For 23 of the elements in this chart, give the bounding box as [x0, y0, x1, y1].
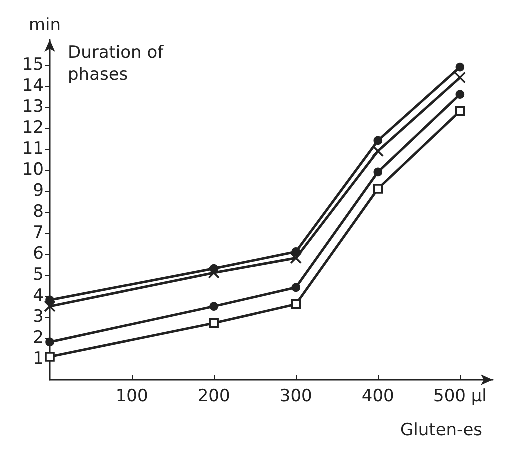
y-tick-label: 12	[22, 118, 44, 138]
y-tick-label: 8	[33, 202, 44, 222]
y-tick-label: 7	[33, 223, 44, 244]
y-tick-label: 3	[33, 307, 44, 328]
x-tick-label: 300	[280, 386, 312, 406]
y-tick-label: 9	[33, 181, 44, 202]
y-tick-label: 6	[33, 244, 44, 264]
y-axis-title: min	[28, 16, 62, 36]
x-axis-title: Gluten-es	[400, 420, 483, 440]
y-tick-label: 11	[22, 139, 44, 160]
y-tick-label: 14	[22, 76, 44, 96]
x-tick-label: 100	[116, 386, 148, 406]
y-tick-label: 2	[33, 328, 44, 348]
x-tick-label: 500 µl	[433, 386, 487, 406]
y-tick-label: 13	[22, 97, 44, 118]
y-tick-label: 1	[33, 349, 44, 370]
y-tick-label: 10	[22, 160, 44, 180]
x-tick-label: 200	[198, 386, 230, 406]
x-tick-label: 400	[362, 386, 394, 406]
y-tick-label: 15	[22, 55, 44, 76]
y-tick-label: 5	[33, 265, 44, 286]
y-tick-label: 4	[33, 286, 44, 306]
annotation: Duration of phases	[68, 43, 170, 85]
